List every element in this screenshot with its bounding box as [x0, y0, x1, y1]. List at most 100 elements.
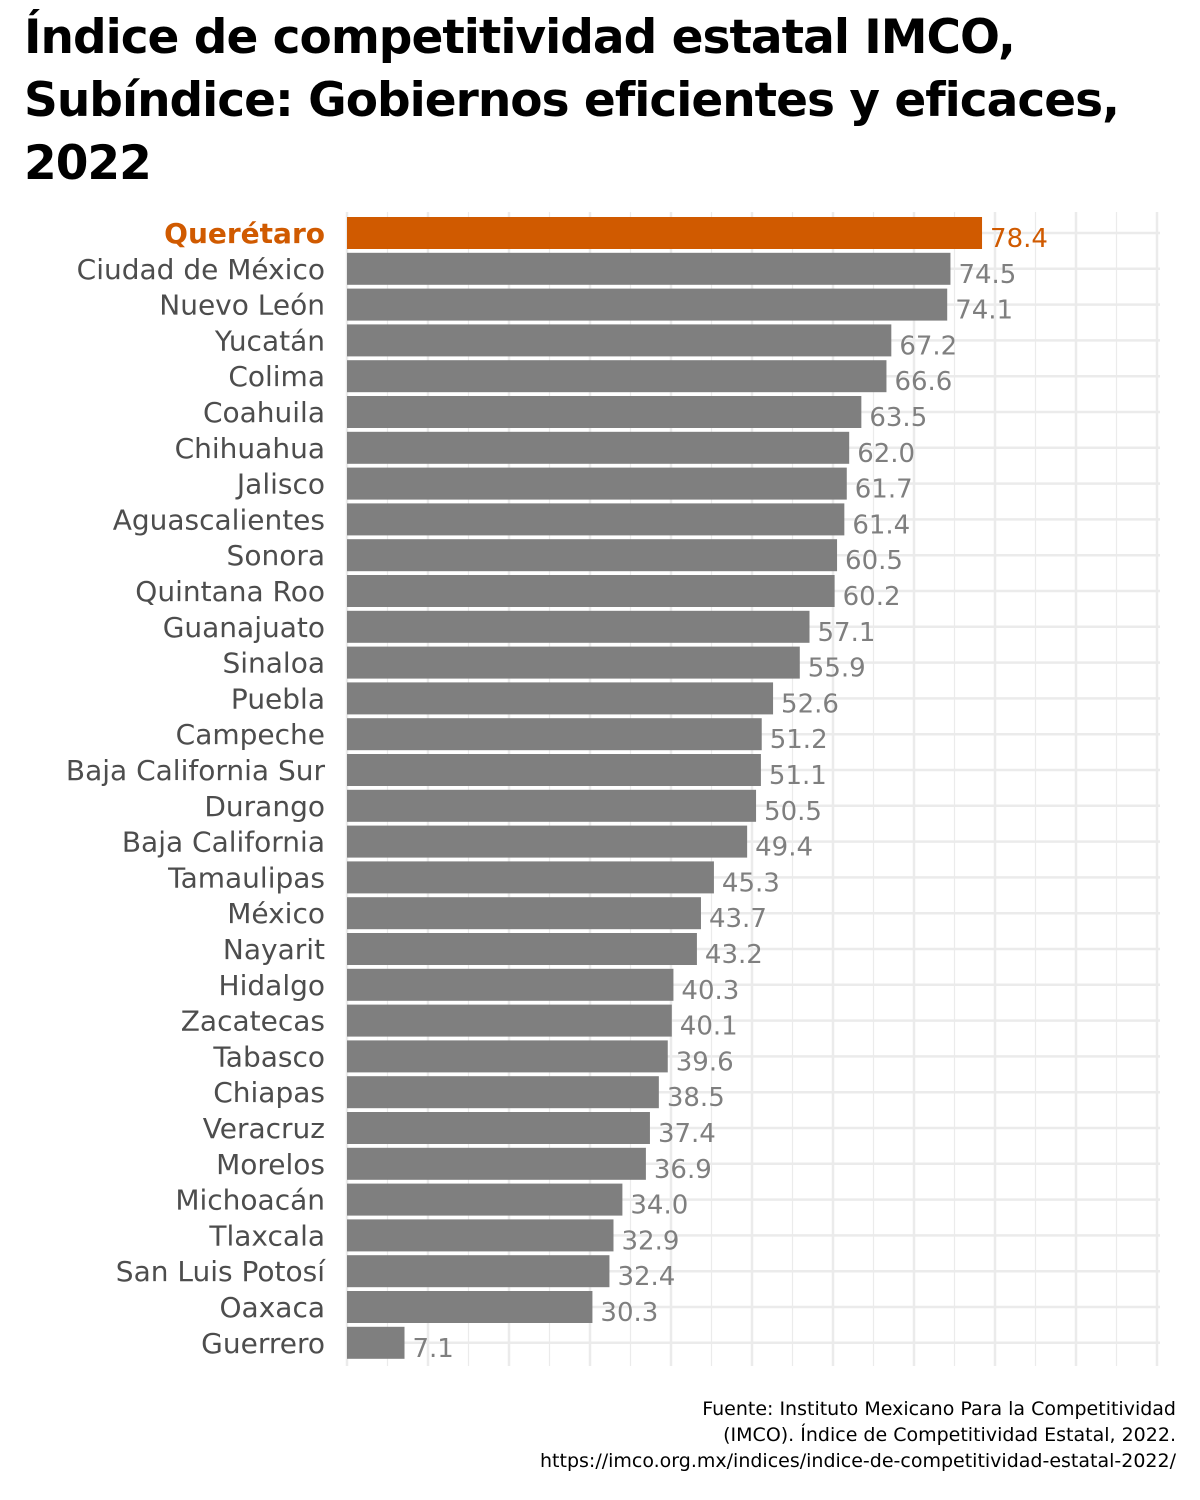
source-caption: Fuente: Instituto Mexicano Para la Compe…	[540, 1396, 1176, 1474]
category-label: San Luis Potosí	[116, 1255, 326, 1288]
bar	[347, 1112, 650, 1144]
category-label: Aguascalientes	[113, 503, 325, 536]
value-label: 63.5	[869, 403, 927, 433]
category-label: Nayarit	[223, 933, 325, 966]
bar	[347, 861, 714, 894]
category-label: Hidalgo	[219, 969, 325, 1002]
value-label: 49.4	[755, 833, 813, 863]
category-label: Yucatán	[214, 324, 325, 357]
category-label: Querétaro	[164, 217, 325, 250]
category-label: Chihuahua	[175, 432, 325, 465]
value-label: 38.5	[667, 1083, 725, 1113]
bar	[347, 1076, 659, 1109]
value-label: 40.3	[681, 976, 739, 1006]
category-label: Sonora	[227, 539, 325, 572]
category-label: Zacatecas	[181, 1005, 325, 1038]
bar	[347, 575, 835, 607]
category-label: Coahuila	[203, 396, 325, 429]
value-label: 61.7	[855, 475, 913, 505]
category-label: Jalisco	[235, 468, 325, 501]
caption-line-3: https://imco.org.mx/indices/indice-de-co…	[540, 1450, 1176, 1472]
bar	[347, 682, 774, 715]
bar	[347, 217, 983, 249]
value-label: 57.1	[818, 618, 876, 648]
bar	[347, 1291, 593, 1323]
value-label: 74.5	[958, 260, 1016, 290]
value-label: 50.5	[764, 797, 822, 827]
category-label: Nuevo León	[159, 289, 325, 322]
value-label: 61.4	[852, 510, 910, 540]
bar	[347, 467, 847, 500]
bar	[347, 718, 762, 751]
bar	[347, 252, 951, 285]
value-label: 62.0	[857, 439, 915, 469]
category-label: México	[227, 897, 325, 930]
value-label: 43.2	[705, 940, 763, 970]
category-label: Sinaloa	[222, 647, 325, 680]
value-label: 60.2	[843, 582, 901, 612]
value-label: 52.6	[781, 689, 839, 719]
value-label: 7.1	[413, 1334, 454, 1364]
bar	[347, 789, 757, 822]
bar	[347, 324, 892, 357]
bar	[347, 431, 850, 464]
category-label: Durango	[204, 790, 325, 823]
value-label: 67.2	[899, 331, 957, 361]
category-label: Guerrero	[201, 1327, 325, 1360]
category-label: Puebla	[231, 682, 325, 715]
value-label: 51.1	[769, 761, 827, 791]
caption-line-2: (IMCO). Índice de Competitividad Estatal…	[723, 1424, 1176, 1446]
bar	[347, 1147, 646, 1180]
category-label: Colima	[228, 360, 325, 393]
bar	[347, 754, 761, 786]
category-label: Tlaxcala	[208, 1219, 325, 1252]
value-label: 30.3	[600, 1298, 658, 1328]
bars	[347, 217, 983, 1359]
value-label: 60.5	[845, 546, 903, 576]
value-labels: 78.4 74.5 74.1 67.2 66.6 63.5 62.0 61.7 61.4 60.5…	[413, 224, 1048, 1364]
bar	[347, 897, 701, 930]
value-label: 36.9	[654, 1155, 712, 1185]
value-label: 39.6	[676, 1047, 734, 1077]
value-label: 51.2	[770, 725, 828, 755]
value-label: 74.1	[955, 296, 1013, 326]
value-label: 43.7	[709, 904, 767, 934]
bar	[347, 1183, 623, 1216]
value-label: 55.9	[808, 654, 866, 684]
bar	[347, 1040, 668, 1073]
category-label: Baja California Sur	[66, 754, 326, 787]
category-label: Tabasco	[212, 1040, 325, 1073]
bar	[347, 968, 674, 1001]
category-label: Michoacán	[175, 1184, 325, 1217]
category-label: Tamaulipas	[167, 861, 325, 894]
value-label: 40.1	[680, 1012, 738, 1042]
category-label: Baja California	[122, 826, 325, 859]
bar	[347, 1326, 405, 1359]
bar	[347, 825, 748, 858]
bar	[347, 396, 862, 428]
value-label: 45.3	[722, 868, 780, 898]
value-label: 78.4	[990, 224, 1048, 254]
category-label: Quintana Roo	[135, 575, 325, 608]
category-label: Veracruz	[203, 1112, 325, 1145]
category-label: Ciudad de México	[77, 253, 325, 286]
bar	[347, 610, 810, 643]
category-label: Guanajuato	[163, 611, 325, 644]
bar	[347, 1004, 672, 1037]
bar	[347, 933, 697, 965]
category-label: Morelos	[216, 1148, 325, 1181]
category-label: Oaxaca	[220, 1291, 325, 1324]
value-label: 34.0	[630, 1191, 688, 1221]
value-label: 37.4	[658, 1119, 716, 1149]
bar	[347, 288, 948, 321]
value-label: 32.4	[617, 1262, 675, 1292]
caption-line-1: Fuente: Instituto Mexicano Para la Compe…	[702, 1398, 1176, 1420]
value-label: 32.9	[621, 1226, 679, 1256]
chart-title: Índice de competitividad estatal IMCO, S…	[24, 10, 1120, 191]
category-label: Campeche	[176, 718, 325, 751]
bar	[347, 646, 800, 679]
value-label: 66.6	[894, 367, 952, 397]
bar	[347, 503, 845, 536]
